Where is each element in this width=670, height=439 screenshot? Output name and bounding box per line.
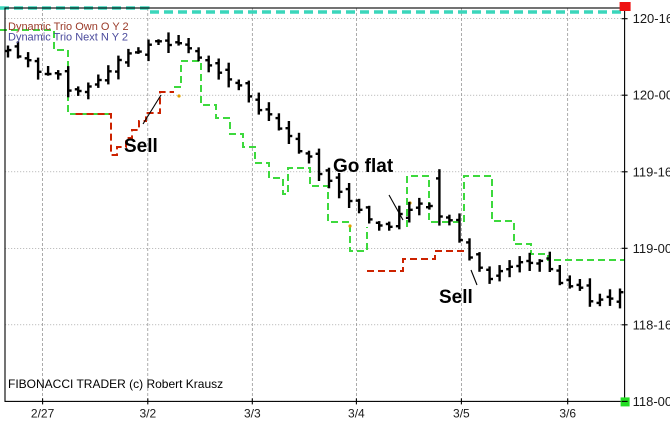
svg-text:3/4: 3/4 xyxy=(348,406,365,420)
svg-text:Sell: Sell xyxy=(439,287,473,308)
svg-text:118-00: 118-00 xyxy=(633,394,670,409)
svg-text:118-16: 118-16 xyxy=(633,317,670,332)
svg-text:119-16: 119-16 xyxy=(633,164,670,179)
svg-text:Go flat: Go flat xyxy=(333,156,394,177)
svg-text:FIBONACCI TRADER (c) Robert K: FIBONACCI TRADER (c) Robert Krausz xyxy=(8,377,223,391)
svg-text:3/5: 3/5 xyxy=(453,406,470,420)
svg-text:Dynamic Trio Next N Y 2: Dynamic Trio Next N Y 2 xyxy=(8,32,128,44)
svg-text:3/3: 3/3 xyxy=(244,406,261,420)
svg-text:Sell: Sell xyxy=(124,136,158,157)
svg-text:120-16: 120-16 xyxy=(633,11,670,26)
svg-text:120-00: 120-00 xyxy=(633,88,670,103)
svg-text:3/6: 3/6 xyxy=(559,406,576,420)
svg-text:119-00: 119-00 xyxy=(633,241,670,256)
svg-text:3/2: 3/2 xyxy=(139,406,156,420)
svg-text:2/27: 2/27 xyxy=(31,406,55,420)
